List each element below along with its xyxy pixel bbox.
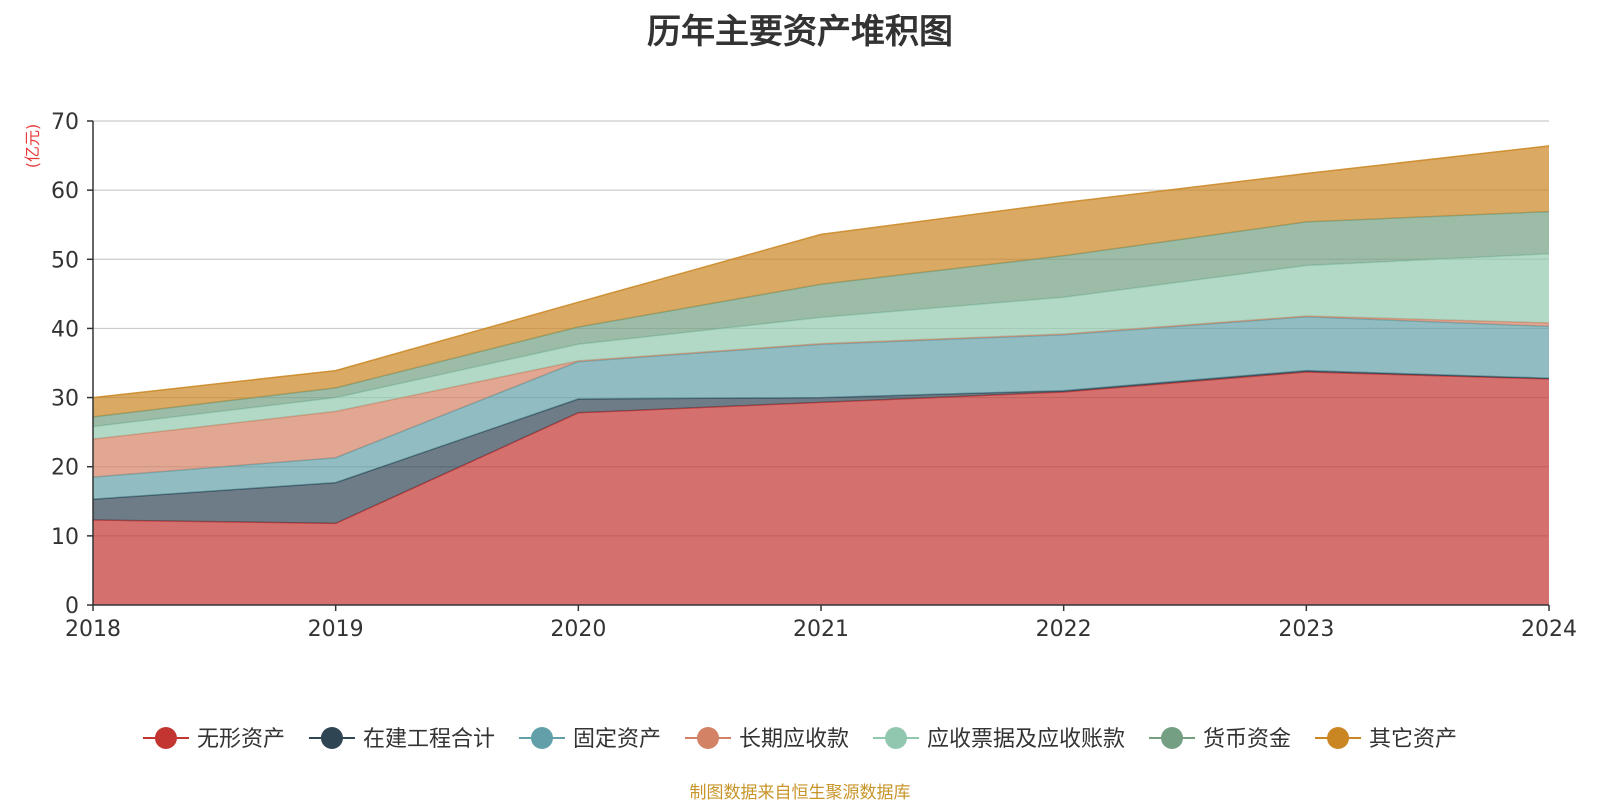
- area-series-0: [93, 372, 1549, 605]
- legend-marker: [154, 727, 177, 749]
- legend-item-0[interactable]: 无形资产: [142, 727, 285, 752]
- legend-marker: [1327, 727, 1350, 749]
- legend-marker: [696, 727, 719, 749]
- legend-item-2[interactable]: 固定资产: [518, 727, 661, 752]
- x-tick-label: 2020: [550, 617, 606, 642]
- area-series-5: [93, 211, 1549, 427]
- y-axis-label: (亿元): [23, 124, 42, 169]
- legend-marker: [1161, 727, 1184, 749]
- x-tick-label: 2023: [1278, 617, 1334, 642]
- area-series-2: [93, 316, 1549, 500]
- legend-marker: [885, 727, 908, 749]
- legend-label: 应收票据及应收账款: [927, 727, 1125, 752]
- y-tick-label: 30: [51, 387, 79, 412]
- y-tick-label: 20: [51, 456, 79, 481]
- y-tick-label: 0: [65, 594, 79, 619]
- y-tick-label: 10: [51, 525, 79, 550]
- area-layer: [92, 145, 1550, 605]
- x-tick-label: 2018: [65, 617, 121, 642]
- y-tick-label: 60: [51, 179, 79, 204]
- legend: 无形资产 在建工程合计 固定资产 长期应收款 应收票据及应收账款 货币资金 其它资产: [142, 727, 1457, 752]
- y-tick-label: 70: [51, 110, 79, 135]
- x-tick-label: 2019: [308, 617, 364, 642]
- axis-layer: 0 10 20 30 40 50 60 70 2018 2019 2020 2021 2022 2023 2…: [51, 110, 1577, 642]
- legend-label: 在建工程合计: [363, 727, 495, 752]
- area-series-1: [93, 370, 1549, 524]
- source-note: 制图数据来自恒生聚源数据库: [689, 783, 911, 803]
- area-series-6: [93, 145, 1549, 417]
- legend-label: 其它资产: [1369, 727, 1457, 752]
- legend-label: 长期应收款: [739, 727, 849, 752]
- legend-item-1[interactable]: 在建工程合计: [308, 727, 495, 752]
- x-tick-label: 2024: [1521, 617, 1577, 642]
- legend-label: 货币资金: [1203, 727, 1291, 752]
- x-tick-label: 2022: [1036, 617, 1092, 642]
- area-series-4: [93, 253, 1549, 440]
- legend-item-5[interactable]: 货币资金: [1149, 727, 1291, 752]
- area-series-3: [93, 316, 1549, 478]
- legend-item-3[interactable]: 长期应收款: [684, 727, 849, 752]
- legend-label: 无形资产: [197, 727, 285, 752]
- legend-marker: [530, 727, 553, 749]
- legend-item-4[interactable]: 应收票据及应收账款: [873, 727, 1125, 752]
- legend-marker: [320, 727, 343, 749]
- y-tick-label: 50: [51, 248, 79, 273]
- legend-label: 固定资产: [573, 727, 661, 752]
- y-tick-label: 40: [51, 317, 79, 342]
- x-tick-label: 2021: [793, 617, 849, 642]
- chart-title: 历年主要资产堆积图: [647, 12, 953, 52]
- legend-item-6[interactable]: 其它资产: [1315, 727, 1457, 752]
- series-line-6: [92, 145, 1550, 399]
